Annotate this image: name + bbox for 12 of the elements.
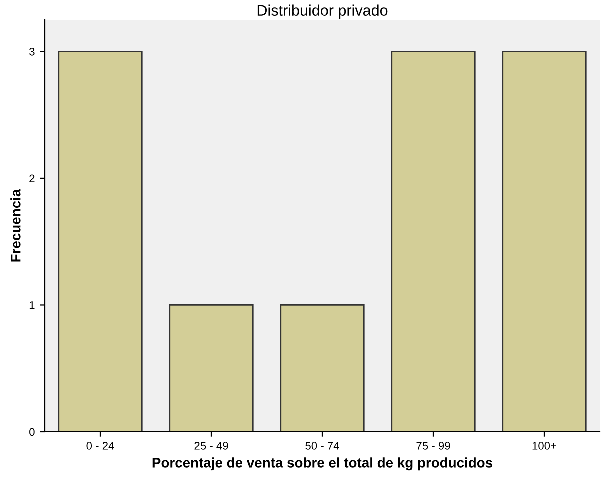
x-tick-label: 100+ — [532, 442, 556, 450]
y-tick-label: 0 — [30, 428, 35, 436]
x-tick-label: 0 - 24 — [86, 442, 114, 450]
x-tick-label: 50 - 74 — [306, 442, 340, 450]
chart-title: Distribuidor privado — [258, 4, 388, 20]
x-tick-label: 75 - 99 — [416, 442, 450, 450]
x-tick-label: 25 - 49 — [194, 442, 228, 450]
y-tick-label: 2 — [30, 174, 35, 182]
y-tick-label: 3 — [30, 48, 35, 56]
y-tick-label: 1 — [30, 302, 35, 310]
y-axis-title: Frecuencia — [10, 189, 21, 262]
x-axis-title: Porcentaje de venta sobre el total de kg producidos — [152, 458, 493, 471]
